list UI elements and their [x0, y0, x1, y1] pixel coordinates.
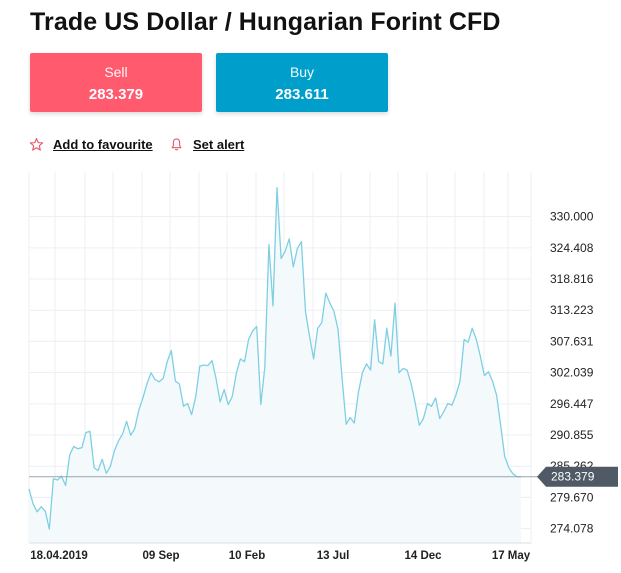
- x-tick-label: 13 Jul: [317, 550, 350, 562]
- x-tick-label: 10 Feb: [229, 550, 265, 562]
- x-tick-label: 18.04.2019: [30, 550, 88, 562]
- y-tick-label: 279.670: [550, 490, 594, 504]
- y-tick-label: 290.855: [550, 428, 594, 442]
- sell-price: 283.379: [88, 86, 144, 103]
- set-alert-link[interactable]: Set alert: [169, 137, 244, 152]
- x-tick-label: 14 Dec: [404, 550, 442, 562]
- y-tick-label: 302.039: [550, 366, 594, 380]
- buy-button[interactable]: Buy 283.611: [216, 53, 388, 112]
- page-title: Trade US Dollar / Hungarian Forint CFD: [30, 8, 501, 36]
- price-chart[interactable]: 330.000 324.408 318.816 313.223 307.631 302.0…: [0, 168, 621, 573]
- add-to-favourite-link[interactable]: Add to favourite: [29, 137, 153, 152]
- y-tick-label: 274.078: [550, 522, 594, 536]
- y-tick-label: 318.816: [550, 272, 594, 286]
- star-icon: [29, 138, 44, 151]
- buy-price: 283.611: [275, 86, 329, 103]
- price-line: [28, 186, 522, 530]
- y-tick-label: 313.223: [550, 303, 594, 317]
- price-area: [29, 187, 521, 543]
- alert-label: Set alert: [193, 137, 245, 152]
- favourite-label: Add to favourite: [53, 137, 153, 152]
- current-price-tag: [537, 466, 618, 487]
- sell-button[interactable]: Sell 283.379: [30, 53, 202, 112]
- current-price-label: 283.379: [551, 470, 595, 484]
- y-tick-label: 324.408: [550, 241, 594, 255]
- y-tick-label: 307.631: [550, 334, 594, 348]
- bell-icon: [171, 138, 182, 151]
- y-tick-label: 330.000: [550, 210, 594, 224]
- x-tick-label: 09 Sep: [142, 550, 179, 562]
- y-tick-label: 296.447: [550, 397, 594, 411]
- buy-label: Buy: [289, 64, 315, 80]
- sell-label: Sell: [104, 64, 128, 80]
- x-tick-label: 17 May: [492, 550, 531, 562]
